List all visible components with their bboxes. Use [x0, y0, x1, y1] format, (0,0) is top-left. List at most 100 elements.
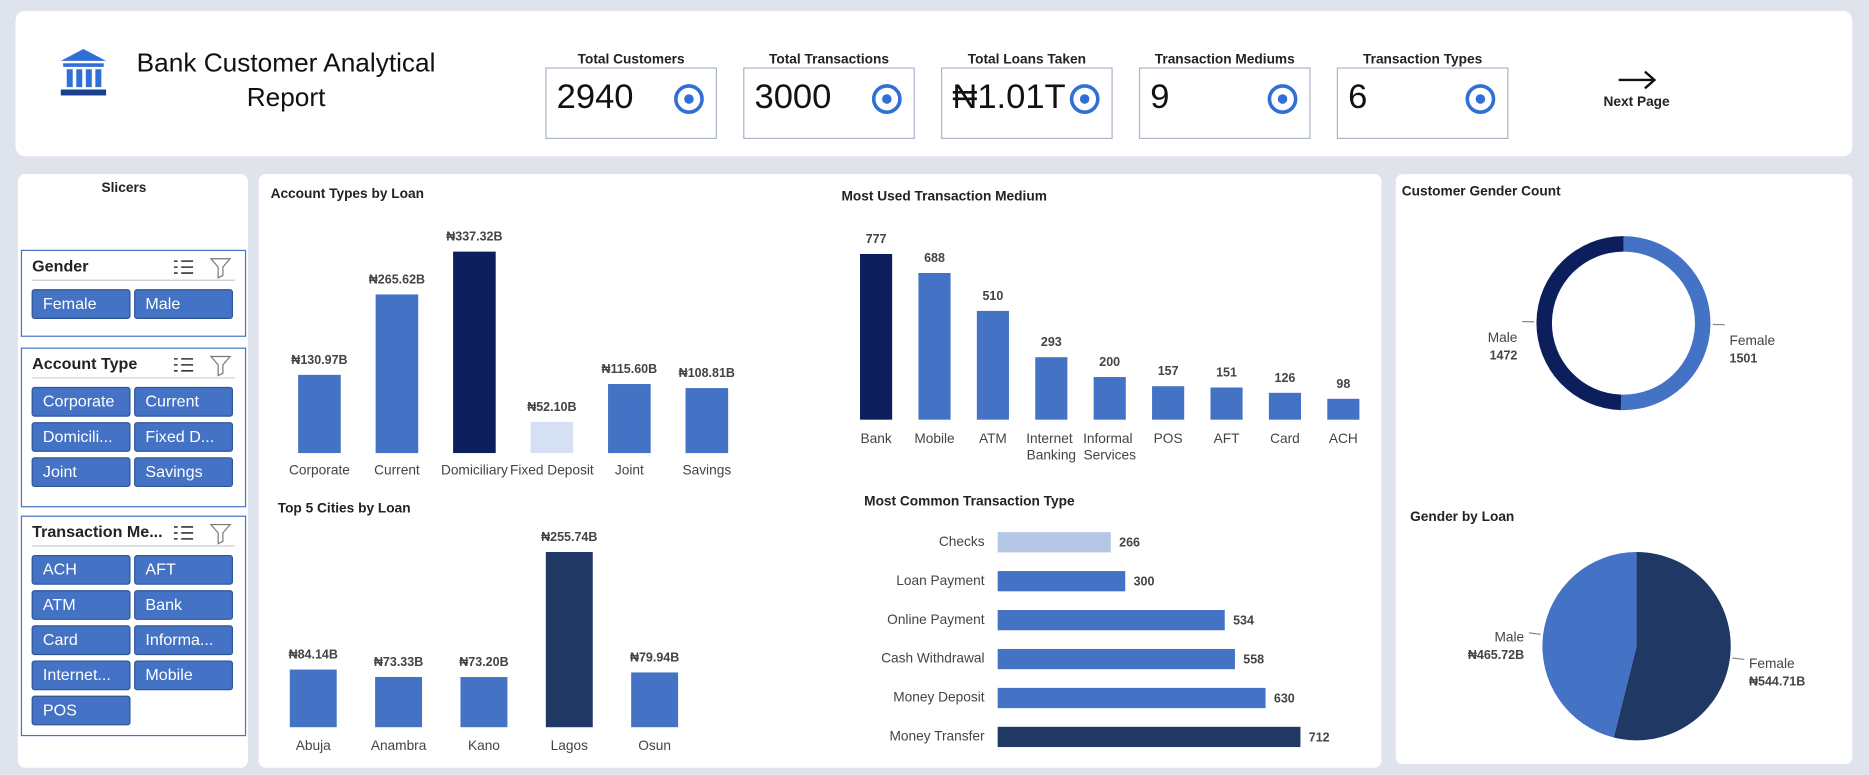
value-label: 300 [1134, 575, 1155, 589]
slice-value: 1472 [1490, 348, 1518, 362]
slicer-option[interactable]: Joint [43, 463, 77, 481]
next-page-label[interactable]: Next Page [1603, 94, 1670, 109]
slicer-option[interactable]: ACH [43, 561, 77, 579]
value-label: ₦84.14B [289, 648, 338, 662]
value-label: ₦73.20B [459, 655, 508, 669]
slicer-option[interactable]: Mobile [145, 666, 192, 684]
chart-title: Gender by Loan [1410, 509, 1514, 524]
slicer-button[interactable] [134, 457, 234, 488]
category-label: POS [1154, 430, 1183, 445]
slicer-option[interactable]: AFT [145, 561, 176, 579]
slicer-button[interactable] [31, 422, 131, 452]
value-label: 157 [1158, 364, 1179, 378]
slicer-button[interactable] [31, 625, 131, 656]
gender-panel [1395, 174, 1853, 765]
bar [545, 551, 593, 728]
slice-name: Female [1749, 656, 1795, 671]
category-label: Bank [860, 430, 891, 445]
next-page-button[interactable]: Next Page [1603, 70, 1670, 110]
clear-filter-icon[interactable] [209, 258, 232, 279]
value-label: 151 [1216, 365, 1237, 379]
slicer-button[interactable] [134, 554, 234, 585]
slicer-option[interactable]: Corporate [43, 393, 115, 411]
slicer-option[interactable]: POS [43, 701, 77, 719]
chart-title: Most Used Transaction Medium [842, 188, 1047, 203]
bar [631, 672, 679, 728]
category-label: Joint [615, 463, 644, 478]
bar [1327, 398, 1360, 420]
slicer-button[interactable] [31, 554, 131, 585]
kpi-icon-dot [1475, 94, 1486, 104]
slicer-option[interactable]: Female [43, 295, 97, 313]
kpi-card [545, 67, 717, 139]
category-label: AFT [1214, 430, 1240, 445]
slicer-button[interactable] [31, 660, 131, 691]
category-label: Checks [939, 534, 985, 549]
value-label: ₦73.33B [374, 655, 423, 669]
slicer-option[interactable]: Male [145, 295, 180, 313]
category-label: Corporate [289, 463, 350, 478]
category-label: Kano [468, 738, 500, 753]
kpi-icon-dot [1079, 94, 1090, 104]
slicer-button[interactable] [31, 695, 131, 726]
category-label: Mobile [914, 430, 954, 445]
slicer-title: Gender [32, 257, 89, 275]
slicer-button[interactable] [134, 289, 234, 319]
value-label: ₦108.81B [679, 366, 735, 380]
category-label: Lagos [551, 738, 588, 753]
value-label: 534 [1233, 614, 1254, 628]
category-label: Fixed Deposit [510, 463, 594, 478]
kpi-value: 2940 [557, 78, 634, 116]
bar [1152, 386, 1185, 420]
value-label: 293 [1041, 335, 1062, 349]
category-label: Informal Services [1083, 430, 1136, 462]
clear-filter-icon[interactable] [209, 523, 232, 545]
kpi-icon-dot [882, 94, 892, 104]
slicer-button[interactable] [134, 422, 234, 452]
slicer-button[interactable] [31, 289, 131, 319]
category-label: Money Transfer [889, 729, 985, 744]
slicer-option[interactable]: Current [145, 393, 199, 411]
title-box: Bank Customer Analytical Report [136, 47, 436, 113]
slicer-title: Account Type [32, 355, 137, 373]
chart-title: Top 5 Cities by Loan [278, 501, 411, 516]
slicer-option[interactable]: Internet... [43, 666, 111, 684]
select-all-icon[interactable] [174, 260, 194, 274]
category-label: Cash Withdrawal [881, 651, 984, 666]
slicer-option[interactable]: Savings [145, 463, 202, 481]
slice-value: ₦465.72B [1468, 648, 1524, 662]
slicer-button[interactable] [31, 457, 131, 488]
slicer-button[interactable] [31, 590, 131, 620]
kpi-value: 9 [1150, 78, 1169, 116]
category-label: Savings [682, 463, 731, 478]
select-all-icon[interactable] [174, 526, 194, 540]
bar [375, 294, 419, 454]
slicer-option[interactable]: Card [43, 631, 78, 649]
slicer-button[interactable] [134, 625, 234, 656]
category-label: Card [1270, 430, 1300, 445]
slicer-button[interactable] [134, 660, 234, 691]
report-title: Bank Customer Analytical Report [136, 47, 436, 113]
slice-value: 1501 [1730, 352, 1758, 366]
slicer-button[interactable] [31, 386, 131, 417]
value-label: 777 [866, 232, 887, 246]
category-label: Domiciliary [441, 463, 508, 478]
select-all-icon[interactable] [174, 358, 194, 372]
slicer-option[interactable]: Informa... [145, 631, 213, 649]
bar [460, 677, 508, 728]
slicer-button[interactable] [134, 590, 234, 620]
value-label: 266 [1119, 536, 1140, 550]
slicer-option[interactable]: Bank [145, 596, 183, 614]
bar [1210, 387, 1243, 420]
slicer-button[interactable] [134, 386, 234, 417]
kpi-icon [1069, 84, 1100, 114]
slicer-option[interactable]: Fixed D... [145, 428, 214, 446]
value-label: 630 [1274, 691, 1295, 705]
clear-filter-icon[interactable] [209, 355, 232, 377]
slicer-option[interactable]: Domicili... [43, 428, 113, 446]
value-label: ₦79.94B [630, 650, 679, 664]
kpi-icon-dot [684, 94, 694, 104]
bar [997, 610, 1225, 631]
slicer-option[interactable]: ATM [43, 596, 76, 614]
bar [997, 648, 1235, 670]
